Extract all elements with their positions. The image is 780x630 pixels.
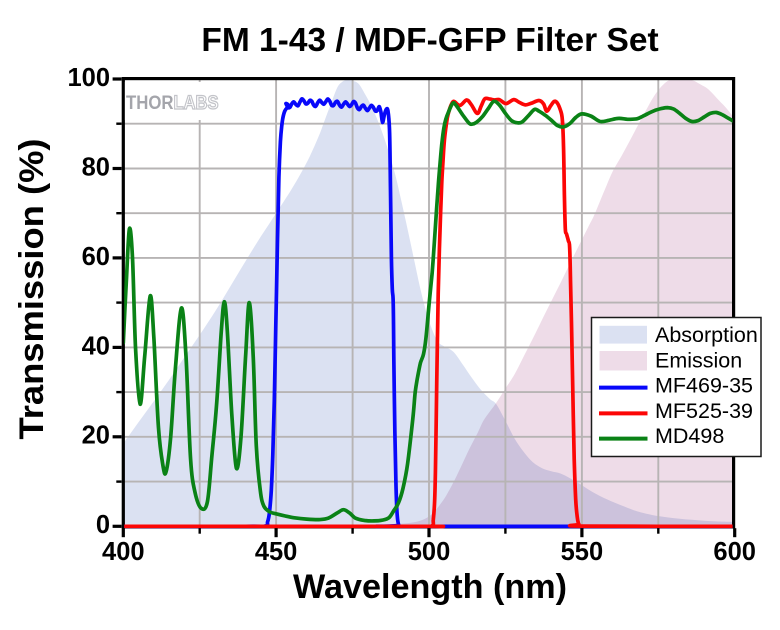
svg-text:MD498: MD498 — [655, 424, 724, 448]
svg-text:60: 60 — [82, 243, 110, 271]
svg-text:600: 600 — [713, 538, 756, 566]
svg-text:Emission: Emission — [655, 348, 742, 372]
svg-text:80: 80 — [82, 153, 110, 181]
svg-text:400: 400 — [102, 538, 145, 566]
svg-text:20: 20 — [82, 422, 110, 450]
svg-text:500: 500 — [408, 538, 451, 566]
svg-text:LABS: LABS — [174, 92, 219, 114]
svg-text:Absorption: Absorption — [655, 323, 758, 347]
svg-text:0: 0 — [96, 511, 110, 539]
svg-text:MF469-35: MF469-35 — [655, 374, 753, 398]
svg-text:MF525-39: MF525-39 — [655, 399, 753, 423]
svg-text:450: 450 — [255, 538, 298, 566]
svg-text:Transmission (%): Transmission (%) — [13, 139, 51, 440]
svg-text:550: 550 — [561, 538, 604, 566]
svg-text:THOR: THOR — [126, 92, 174, 114]
svg-text:40: 40 — [82, 332, 110, 360]
svg-text:100: 100 — [67, 64, 110, 92]
svg-text:Wavelength (nm): Wavelength (nm) — [293, 568, 567, 606]
svg-text:FM 1-43 / MDF-GFP Filter Set: FM 1-43 / MDF-GFP Filter Set — [201, 22, 658, 59]
